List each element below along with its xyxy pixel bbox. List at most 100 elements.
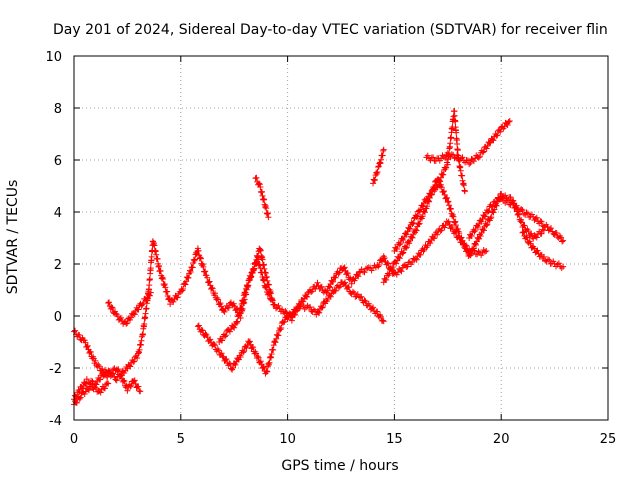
- data-point-marker: [483, 145, 490, 152]
- data-point-marker: [209, 285, 216, 292]
- data-point-marker: [267, 353, 274, 360]
- data-point-marker: [136, 387, 143, 394]
- data-point-marker: [400, 249, 407, 256]
- data-point-marker: [335, 284, 342, 291]
- data-point-marker: [482, 213, 489, 220]
- data-point-marker: [222, 356, 229, 363]
- data-point-marker: [409, 234, 416, 241]
- data-point-marker: [380, 318, 387, 325]
- data-points: [71, 108, 567, 408]
- data-point-marker: [538, 230, 545, 237]
- data-point-marker: [202, 330, 209, 337]
- data-point-marker: [264, 368, 271, 375]
- data-point-marker: [187, 268, 194, 275]
- data-point-marker: [521, 222, 528, 229]
- data-point-marker: [380, 146, 387, 153]
- data-point-marker: [475, 224, 482, 230]
- data-point-marker: [232, 361, 239, 368]
- data-point-marker: [257, 358, 264, 365]
- data-point-marker: [440, 188, 447, 195]
- data-point-marker: [440, 171, 447, 178]
- data-point-marker: [357, 294, 364, 301]
- data-point-marker: [246, 275, 253, 282]
- data-point-marker: [127, 363, 134, 370]
- data-point-marker: [533, 214, 540, 221]
- data-point-marker: [258, 188, 265, 195]
- data-point-marker: [227, 361, 234, 368]
- data-point-marker: [450, 213, 457, 220]
- data-point-marker: [454, 225, 461, 232]
- data-point-marker: [237, 353, 244, 360]
- data-point-marker: [559, 238, 566, 245]
- data-point-marker: [518, 219, 525, 226]
- data-point-marker: [447, 140, 454, 147]
- data-point-marker: [199, 261, 206, 268]
- data-point-marker: [494, 132, 501, 139]
- data-point-marker: [437, 227, 444, 234]
- data-point-marker: [140, 299, 147, 306]
- data-point-marker: [402, 245, 409, 252]
- data-point-marker: [473, 241, 480, 248]
- data-point-marker: [244, 283, 251, 290]
- data-point-marker: [114, 313, 121, 320]
- data-point-marker: [444, 161, 451, 168]
- data-point-marker: [467, 159, 474, 166]
- data-point-marker: [384, 259, 391, 266]
- data-point-marker: [304, 293, 311, 300]
- data-point-marker: [548, 225, 555, 232]
- data-point-marker: [528, 230, 535, 237]
- data-point-marker: [379, 152, 386, 159]
- data-point-marker: [461, 188, 468, 195]
- data-point-marker: [221, 333, 228, 340]
- data-point-marker: [195, 322, 202, 329]
- data-point-marker: [105, 300, 112, 306]
- data-point-marker: [483, 222, 490, 229]
- x-tick-label: 10: [279, 432, 296, 447]
- data-point-marker: [215, 347, 222, 354]
- data-point-marker: [379, 317, 386, 324]
- data-point-marker: [345, 284, 352, 291]
- data-point-marker: [481, 213, 488, 220]
- data-point-marker: [260, 364, 267, 371]
- data-point-marker: [189, 264, 196, 271]
- x-tick-label: 0: [70, 432, 78, 447]
- data-point-marker: [108, 370, 115, 377]
- data-point-marker: [288, 317, 295, 324]
- data-point-marker: [246, 338, 253, 345]
- data-point-marker: [268, 290, 275, 297]
- data-point-marker: [309, 288, 316, 295]
- data-point-marker: [315, 309, 322, 316]
- data-point-marker: [386, 270, 393, 277]
- data-point-marker: [164, 288, 171, 295]
- data-point-marker: [513, 202, 520, 209]
- data-point-marker: [361, 269, 368, 276]
- data-point-marker: [281, 318, 288, 325]
- data-point-marker: [97, 389, 104, 396]
- data-point-marker: [263, 205, 270, 212]
- data-point-marker: [106, 299, 113, 306]
- data-point-marker: [310, 306, 317, 313]
- data-point-marker: [211, 341, 218, 348]
- data-point-marker: [92, 384, 99, 391]
- data-point-marker: [255, 180, 262, 187]
- data-point-marker: [374, 308, 381, 315]
- data-point-marker: [219, 337, 226, 344]
- data-point-marker: [397, 240, 404, 247]
- data-point-marker: [319, 304, 326, 311]
- y-tick-label: 0: [54, 310, 62, 325]
- data-point-marker: [117, 372, 124, 379]
- data-point-marker: [215, 296, 222, 303]
- data-point-marker: [490, 137, 497, 144]
- data-point-marker: [332, 274, 339, 281]
- data-point-marker: [419, 213, 426, 220]
- data-point-marker: [88, 381, 95, 388]
- data-point-marker: [468, 233, 475, 240]
- data-point-marker: [349, 288, 356, 295]
- data-point-marker: [214, 346, 221, 353]
- data-point-marker: [398, 268, 405, 275]
- data-point-marker: [377, 160, 384, 167]
- data-point-marker: [240, 349, 247, 356]
- data-point-marker: [430, 154, 437, 161]
- data-point-marker: [99, 366, 106, 373]
- data-point-marker: [199, 327, 206, 334]
